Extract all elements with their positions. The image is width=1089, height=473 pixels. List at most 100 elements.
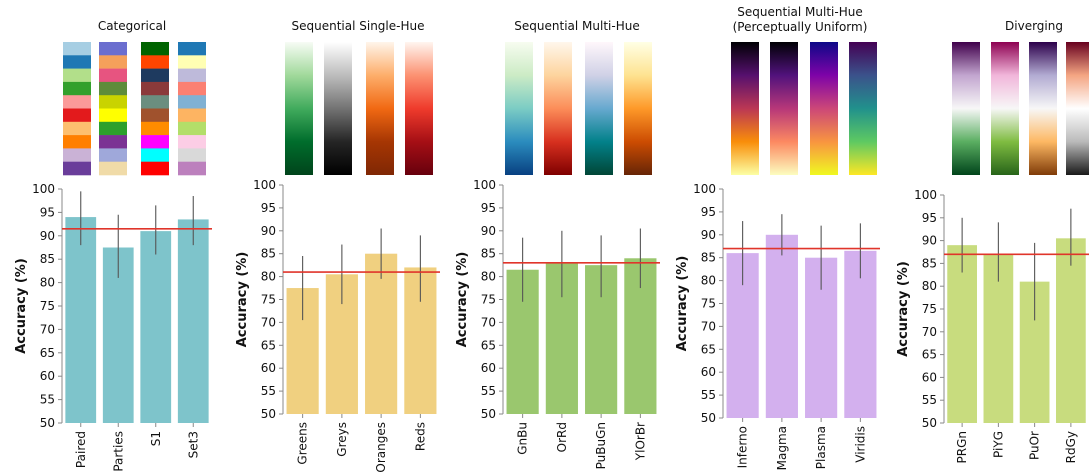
x-tick-label: Paired	[74, 431, 88, 468]
y-tick-label: 100	[32, 182, 55, 196]
palette-swatch	[1029, 42, 1057, 175]
swatch-cell	[178, 81, 206, 96]
bar	[983, 254, 1014, 423]
chart-panel-3: Sequential Multi-Hue 50 55 60 65 70 75 80 85 90 95…	[455, 19, 660, 469]
swatch-cell	[99, 42, 127, 56]
x-tick-label: GnBu	[516, 422, 530, 455]
swatch-cell	[99, 55, 127, 69]
y-tick-label: 85	[40, 252, 55, 266]
swatch-cell	[141, 55, 169, 69]
y-tick-label: 80	[701, 274, 716, 288]
y-tick-label: 65	[40, 346, 55, 360]
swatch-cell	[63, 55, 91, 69]
swatch-cell	[63, 81, 91, 96]
y-tick-label: 95	[261, 201, 276, 215]
y-tick-label: 60	[261, 361, 276, 375]
y-tick-label: 90	[40, 229, 55, 243]
panel-title: Sequential Multi-Hue	[737, 5, 862, 19]
bar	[844, 250, 877, 418]
swatch-cell	[178, 68, 206, 83]
palette-swatch	[952, 42, 980, 175]
y-tick-label: 85	[481, 247, 496, 261]
chart-panel-1: Categorical 50 55 60 65 70 75 80 85 90 95 100 Accura…	[14, 19, 212, 472]
swatch-cell	[99, 95, 127, 109]
x-tick-label: Parties	[111, 431, 125, 472]
y-tick-label: 50	[481, 407, 496, 421]
swatch-cell	[178, 95, 206, 109]
swatch-cell	[99, 81, 127, 96]
swatch-cell	[63, 42, 91, 56]
y-tick-label: 80	[261, 270, 276, 284]
y-tick-label: 85	[701, 251, 716, 265]
swatch-gradient	[770, 42, 798, 175]
x-tick-label: Greens	[296, 422, 310, 465]
y-tick-label: 85	[922, 256, 937, 270]
swatch-cell	[63, 68, 91, 83]
y-tick-label: 60	[40, 369, 55, 383]
bar	[947, 245, 977, 423]
y-tick-label: 75	[481, 293, 496, 307]
x-tick-label: RdGy	[1064, 431, 1078, 463]
y-tick-label: 60	[922, 370, 937, 384]
y-tick-label: 70	[481, 315, 496, 329]
swatch-cell	[178, 55, 206, 69]
y-tick-label: 95	[922, 211, 937, 225]
swatch-cell	[178, 161, 206, 176]
swatch-gradient	[810, 42, 838, 175]
swatch-cell	[141, 161, 169, 176]
palette-swatch	[1066, 42, 1089, 175]
swatch-gradient	[324, 42, 352, 175]
y-axis-label: Accuracy (%)	[235, 252, 250, 348]
y-tick-label: 90	[701, 228, 716, 242]
x-tick-label: PRGn	[955, 431, 969, 463]
chart-panel-4: Sequential Multi-Hue(Perceptually Unifor…	[675, 5, 880, 470]
swatch-cell	[178, 135, 206, 149]
swatch-gradient	[731, 42, 759, 175]
y-tick-label: 90	[481, 224, 496, 238]
swatch-gradient	[366, 42, 394, 175]
swatch-cell	[99, 148, 127, 162]
y-axis-label: Accuracy (%)	[675, 256, 690, 352]
swatch-gradient	[505, 42, 533, 175]
y-tick-label: 65	[922, 348, 937, 362]
panel-title: (Perceptually Uniform)	[733, 20, 868, 34]
swatch-cell	[99, 161, 127, 176]
y-tick-label: 80	[922, 279, 937, 293]
palette-swatch	[810, 42, 838, 175]
y-axis-label: Accuracy (%)	[455, 252, 470, 348]
x-tick-label: S1	[149, 431, 163, 446]
y-tick-label: 75	[701, 297, 716, 311]
x-tick-label: Oranges	[374, 422, 388, 473]
swatch-cell	[141, 68, 169, 83]
swatch-cell	[141, 135, 169, 149]
x-tick-label: Greys	[335, 422, 349, 457]
x-tick-label: Set3	[186, 431, 200, 458]
x-tick-label: PiYG	[991, 431, 1005, 458]
swatch-cell	[63, 108, 91, 123]
swatch-cell	[141, 148, 169, 162]
swatch-cell	[141, 121, 169, 136]
swatch-cell	[178, 121, 206, 136]
swatch-cell	[178, 148, 206, 162]
x-tick-label: Viridis	[853, 426, 867, 463]
y-tick-label: 50	[701, 411, 716, 425]
bar	[765, 234, 798, 418]
swatch-cell	[63, 95, 91, 109]
swatch-cell	[178, 42, 206, 56]
bar	[365, 253, 398, 414]
x-tick-label: Magma	[775, 426, 789, 470]
x-tick-label: PuOr	[1028, 431, 1042, 460]
swatch-gradient	[1066, 42, 1089, 175]
bar	[65, 217, 97, 423]
palette-swatch	[63, 42, 91, 176]
palette-swatch	[285, 42, 313, 175]
swatch-cell	[141, 42, 169, 56]
y-tick-label: 50	[261, 407, 276, 421]
y-tick-label: 65	[481, 338, 496, 352]
swatch-gradient	[1029, 42, 1057, 175]
y-tick-label: 80	[40, 276, 55, 290]
bar	[140, 231, 172, 423]
y-tick-label: 55	[261, 384, 276, 398]
y-tick-label: 90	[261, 224, 276, 238]
y-tick-label: 100	[914, 188, 937, 202]
